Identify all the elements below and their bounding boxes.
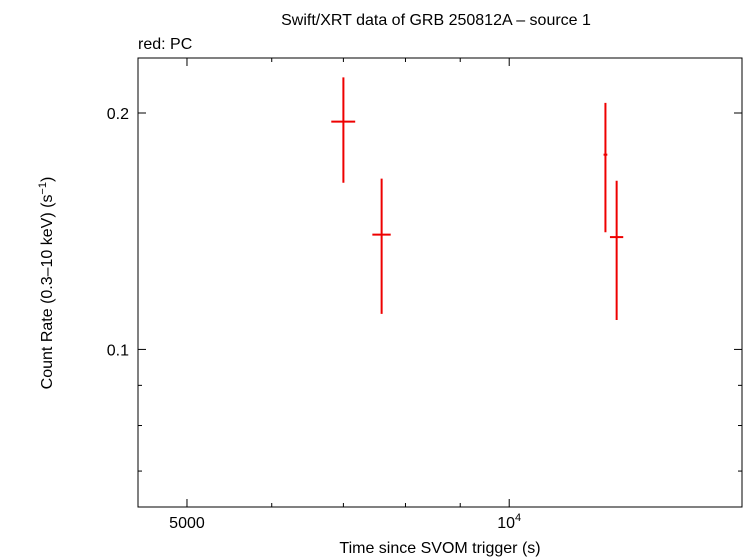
data-point <box>331 77 356 183</box>
y-tick-label: 0.1 <box>107 342 129 359</box>
plot-frame <box>137 57 743 508</box>
y-tick-label: 0.2 <box>107 106 129 123</box>
y-axis-label-main: Count Rate (0.3–10 keV) (s <box>39 195 56 390</box>
chart-title: Swift/XRT data of GRB 250812A – source 1 <box>281 12 591 29</box>
data-point <box>603 102 608 233</box>
y-axis-label-sup: −1 <box>37 182 49 195</box>
data-point <box>372 178 391 314</box>
chart-subtitle: red: PC <box>138 36 192 53</box>
y-axis-label-close: ) <box>39 177 56 182</box>
x-tick-label: 104 <box>497 512 521 532</box>
axes: 5000 104 0.1 0.2 <box>107 58 742 532</box>
x-axis-label: Time since SVOM trigger (s) <box>339 540 540 557</box>
data-point <box>609 180 624 321</box>
y-axis-label: Count Rate (0.3–10 keV) (s−1) <box>37 177 56 390</box>
data-series <box>331 77 624 321</box>
x-tick-label: 5000 <box>169 515 205 532</box>
